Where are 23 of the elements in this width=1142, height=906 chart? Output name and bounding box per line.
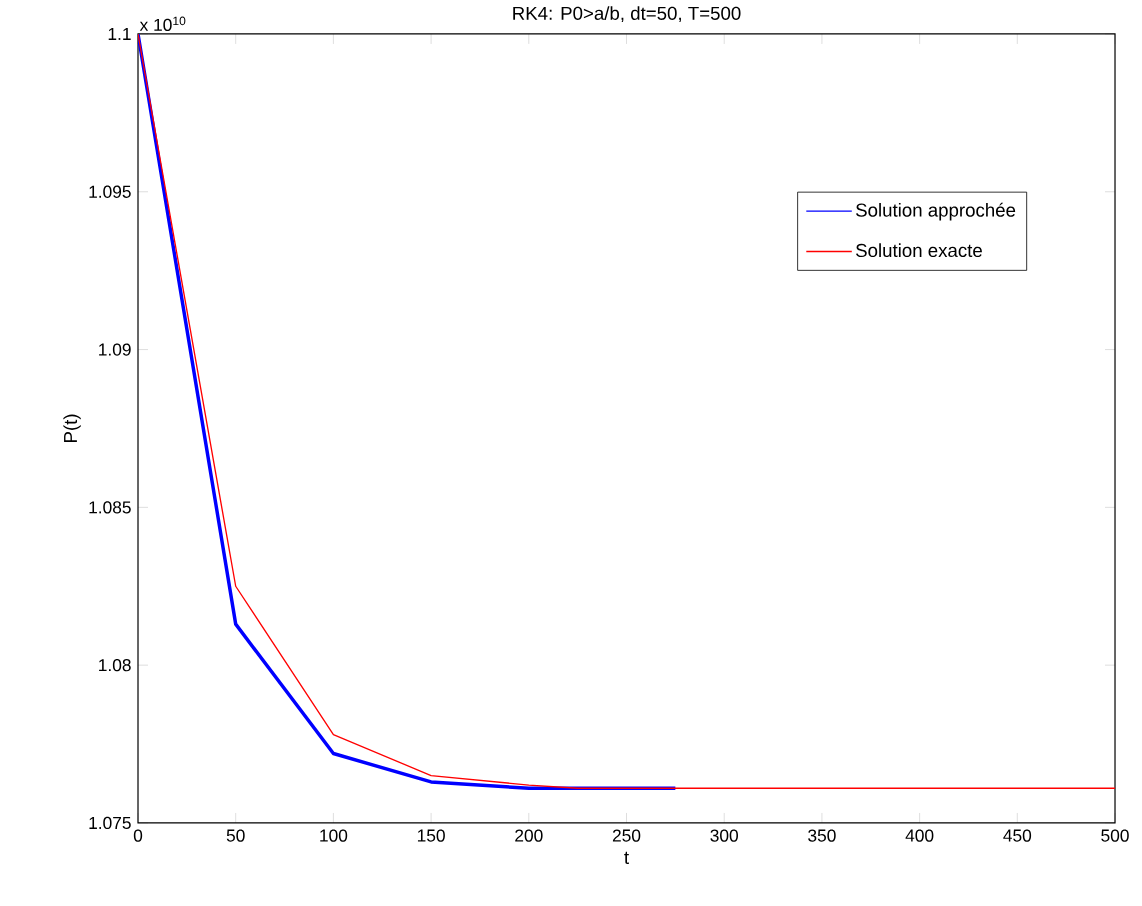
x-axis-title: t: [624, 851, 629, 864]
x-tick-label: 350: [808, 829, 836, 842]
y-tick-label: 1.085: [89, 501, 131, 514]
x-tick-label: 50: [226, 829, 245, 842]
y-tick-label: 1.08: [99, 659, 131, 672]
y-tick-label: 1.075: [89, 816, 131, 830]
x-tick-label: 450: [1003, 829, 1032, 842]
x-tick-label: 200: [515, 829, 543, 842]
x-tick-label: 300: [710, 829, 738, 842]
x-tick-label: 400: [905, 829, 934, 842]
legend-label: Solution exacte: [856, 243, 982, 258]
y-tick-label: 1.09: [99, 343, 131, 356]
legend-label: Solution approchée: [856, 202, 1016, 221]
y-tick-label: 1.095: [89, 185, 131, 198]
text: x 10$^{10}$: [139, 16, 186, 32]
chart-title: RK4: P0>a/b, dt=50, T=500: [513, 6, 741, 23]
x-tick-label: 250: [612, 829, 641, 842]
x-tick-label: 500: [1101, 829, 1129, 842]
x-tick-label: 0: [133, 829, 143, 842]
x-tick-label: 150: [417, 829, 445, 842]
x-tick-label: 100: [320, 829, 348, 842]
y-tick-label: 1.1: [108, 28, 131, 40]
y-axis-title: P(t): [63, 414, 81, 442]
